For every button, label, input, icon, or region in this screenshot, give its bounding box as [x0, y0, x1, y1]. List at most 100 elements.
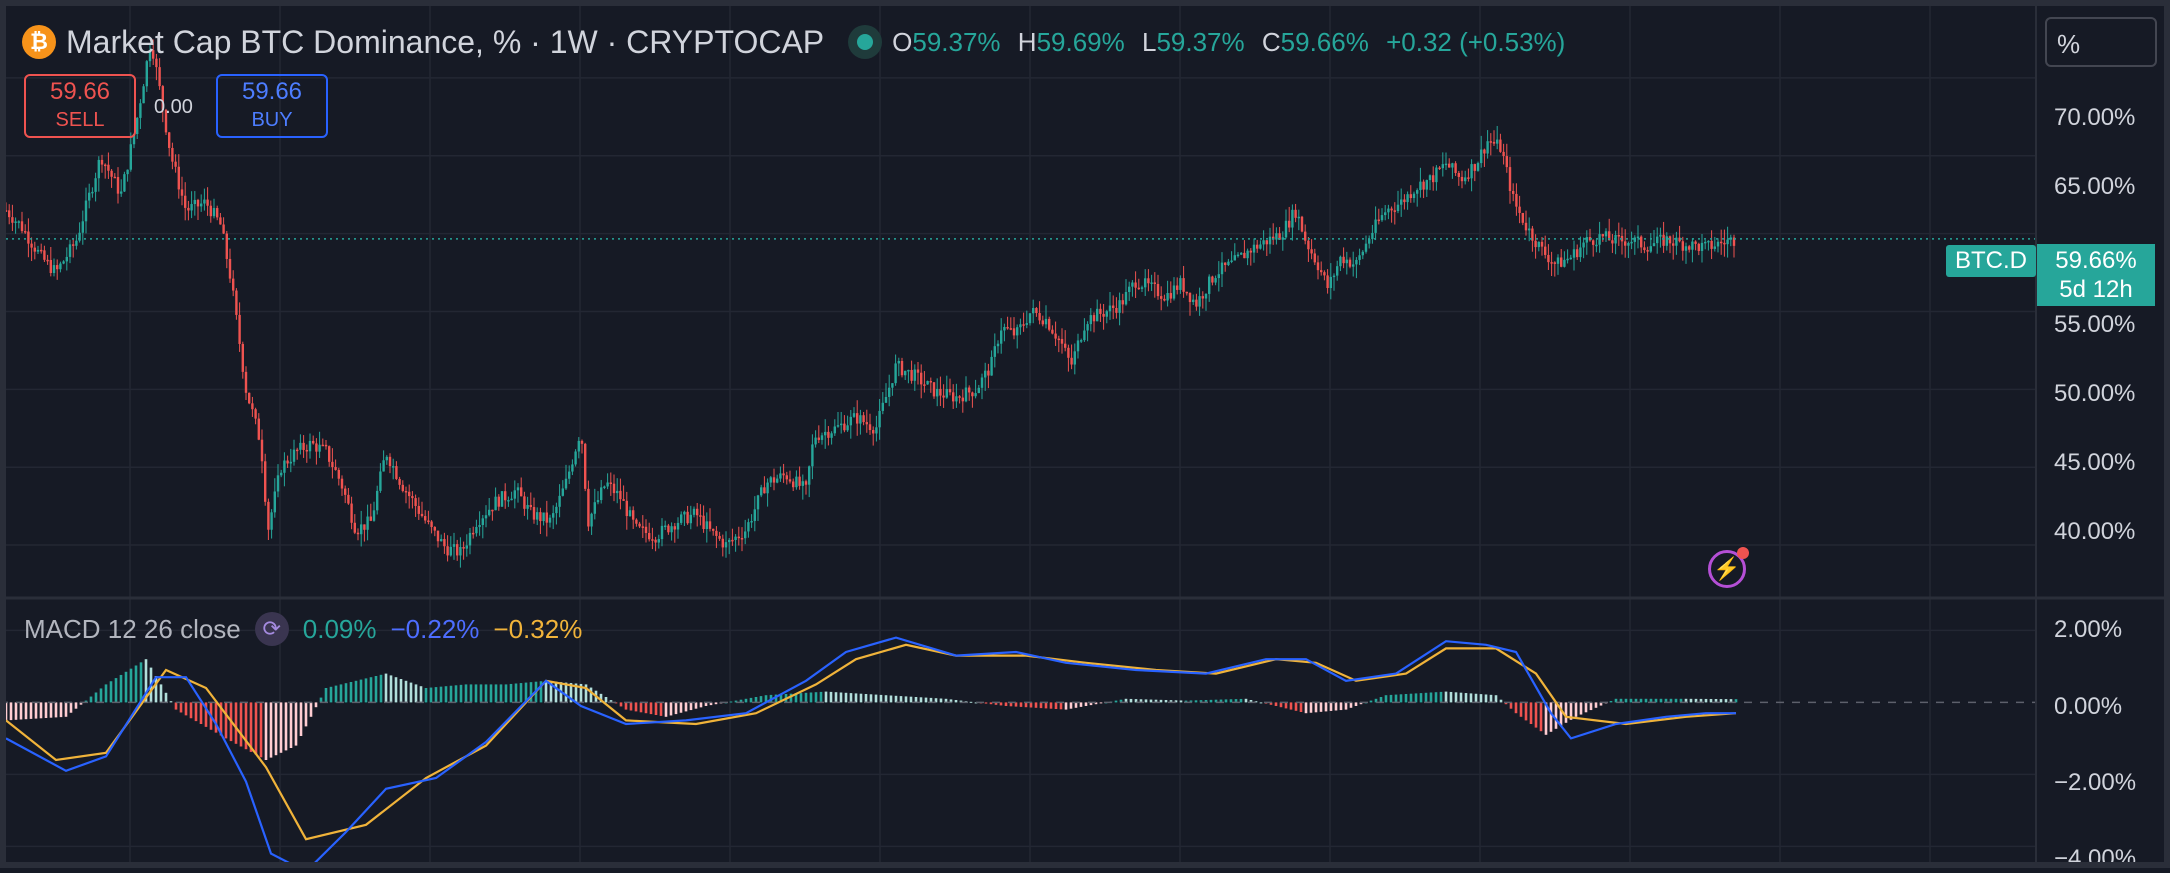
- candle-body: [616, 490, 619, 494]
- histogram-bar: [384, 673, 388, 703]
- histogram-bar: [1204, 700, 1208, 703]
- candle-body: [68, 244, 72, 257]
- candles: [4, 39, 1736, 568]
- candle-body: [136, 117, 139, 135]
- histogram-bar: [1014, 702, 1018, 707]
- candle-body: [875, 427, 878, 434]
- candle-body: [1342, 256, 1345, 264]
- refresh-icon[interactable]: ⟳: [254, 612, 289, 646]
- candle-body: [1326, 275, 1329, 289]
- histogram-bar: [1659, 698, 1663, 703]
- histogram-bar: [334, 685, 338, 703]
- candle-body: [1204, 293, 1208, 299]
- histogram-bar: [899, 696, 903, 703]
- candle-body: [1060, 338, 1064, 344]
- candle-body: [628, 510, 632, 517]
- macd-signal-value: −0.32%: [493, 613, 583, 644]
- histogram-bar: [1174, 700, 1178, 703]
- candle-body: [478, 525, 481, 528]
- candle-body: [280, 472, 283, 476]
- last-price-value: 59.66%: [2055, 247, 2137, 274]
- ohlc-values: O59.37% H59.69% L59.37% C59.66% +0.32 (+…: [892, 27, 1575, 58]
- candle-body: [945, 389, 948, 398]
- candle-body: [244, 371, 248, 393]
- candle-body: [1348, 259, 1352, 267]
- candle-body: [257, 418, 260, 440]
- histogram-bar: [1644, 698, 1648, 703]
- candle-body: [1054, 333, 1057, 339]
- sell-price: 59.66: [49, 78, 111, 105]
- histogram-bar: [929, 697, 933, 703]
- candle-body: [315, 443, 318, 452]
- candle-body: [1166, 293, 1169, 301]
- buy-button[interactable]: 59.66 BUY: [216, 74, 328, 138]
- high-label: H: [1017, 26, 1037, 57]
- candle-body: [177, 166, 180, 190]
- candle-body: [990, 356, 993, 376]
- candle-body: [1307, 240, 1310, 250]
- candle-body: [184, 195, 187, 208]
- candle-body: [1633, 237, 1636, 242]
- candle-body: [1192, 299, 1195, 303]
- candle-body: [884, 396, 888, 403]
- candle-body: [692, 508, 696, 515]
- candle-body: [321, 444, 324, 447]
- histogram-bar: [1034, 702, 1038, 708]
- candle-body: [670, 526, 673, 533]
- candle-body: [1160, 296, 1163, 299]
- candle-body: [49, 259, 52, 274]
- histogram-bar: [494, 684, 498, 703]
- histogram-bar: [1544, 702, 1548, 735]
- histogram-bar: [44, 702, 48, 718]
- histogram-bar: [699, 702, 703, 708]
- price-tick: 45.00%: [2054, 449, 2136, 476]
- market-status-icon[interactable]: [848, 25, 883, 59]
- candle-body: [1172, 285, 1176, 299]
- candle-body: [747, 522, 750, 532]
- histogram-bar: [29, 702, 33, 719]
- candle-body: [174, 161, 177, 167]
- candle-body: [1131, 282, 1134, 287]
- candle-body: [600, 487, 603, 501]
- macd-tick: −4.00%: [2054, 845, 2137, 872]
- candle-body: [1352, 264, 1355, 267]
- candle-body: [238, 314, 241, 344]
- candle-body: [1153, 282, 1156, 284]
- candle-body: [113, 176, 116, 179]
- histogram-bar: [644, 702, 648, 714]
- histogram-bar: [219, 702, 223, 736]
- candle-body: [353, 522, 356, 533]
- candle-body: [17, 221, 20, 223]
- histogram-bar: [1389, 694, 1393, 703]
- last-price-tag: 59.66% 5d 12h: [2037, 244, 2155, 306]
- alert-icon[interactable]: ⚡: [1708, 547, 1749, 588]
- histogram-bar: [544, 680, 548, 703]
- histogram-bar: [364, 678, 368, 703]
- candle-body: [1604, 231, 1608, 237]
- histogram-bar: [519, 683, 523, 703]
- histogram-bar: [879, 694, 883, 703]
- histogram-bar: [1354, 702, 1358, 706]
- histogram-bar: [1239, 698, 1243, 703]
- histogram-bar: [1419, 693, 1423, 703]
- candle-body: [993, 346, 996, 357]
- candle-body: [680, 514, 683, 523]
- histogram-bar: [1124, 698, 1128, 703]
- histogram-bar: [1269, 702, 1273, 705]
- sell-button[interactable]: 59.66 SELL: [24, 74, 136, 138]
- candle-body: [1252, 244, 1256, 253]
- candle-body: [1550, 262, 1553, 264]
- histogram-bar: [599, 693, 603, 703]
- histogram-bar: [1734, 699, 1738, 703]
- histogram-bar: [1179, 700, 1183, 703]
- histogram-bar: [24, 702, 28, 720]
- candle-body: [94, 178, 97, 192]
- candle-body: [430, 521, 433, 528]
- candle-body: [443, 539, 446, 547]
- unit-selector[interactable]: %: [2045, 17, 2157, 67]
- macd-title[interactable]: MACD 12 26 close: [24, 613, 241, 644]
- symbol-title[interactable]: Market Cap BTC Dominance, % · 1W · CRYPT…: [66, 23, 825, 60]
- candle-body: [1678, 237, 1681, 242]
- histogram-bar: [299, 702, 303, 736]
